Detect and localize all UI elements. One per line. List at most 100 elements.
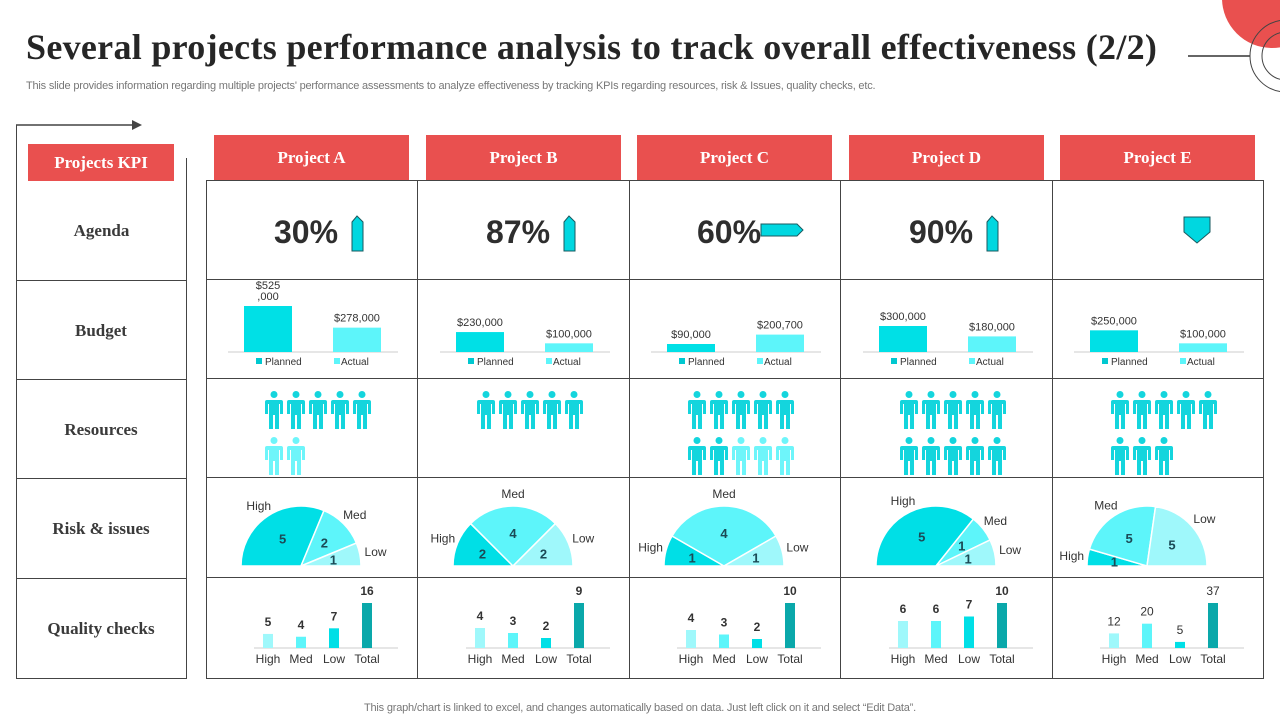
agenda-cell-graphic: 60% [697,214,804,250]
agenda-percentage: 90% [909,214,973,250]
resources-cell-graphic [1111,391,1217,475]
quality-cell: 5 High 4 Med 7 Low 16 Total [206,578,418,679]
person-icon [353,391,371,429]
quality-value-label: 5 [1177,623,1184,637]
quality-category-label: Low [535,652,557,666]
agenda-cell-graphic: 90% [909,214,999,252]
agenda-cell: 90% [841,180,1053,280]
person-icon [754,437,772,475]
risk-value-med: 5 [1126,531,1133,546]
person-icon [521,391,539,429]
kpi-row-quality-checks: Quality checks [16,578,187,679]
legend-actual: Actual [341,357,369,368]
quality-bar-high [686,630,696,648]
agenda-percentage: 87% [486,214,550,250]
risk-value-low: 1 [752,550,759,565]
budget-bar-actual [756,334,804,352]
up-arrow-icon [563,215,576,252]
person-icon [1199,391,1217,429]
quality-category-label: High [679,652,704,666]
quality-value-label: 20 [1140,605,1154,619]
risk-cell: 2 High 4 Med 2 Low [418,478,630,578]
person-icon [1177,391,1195,429]
legend-swatch-actual [334,358,340,364]
kpi-row-budget: Budget [16,280,187,380]
budget-cell-graphic: $525,000 $278,000 Planned Actual [228,280,398,368]
person-icon [688,437,706,475]
quality-bar-high [263,633,273,648]
person-icon [732,437,750,475]
person-icon [900,391,918,429]
resources-cell [418,379,630,478]
project-header-c: Project C [637,135,832,180]
risk-cell: 5 High 1 Med 1 Low [841,478,1053,578]
project-header-a: Project A [214,135,409,180]
budget-bar-actual [333,327,381,352]
quality-category-label: High [468,652,493,666]
budget-value-label: $90,000 [671,329,711,341]
person-icon [754,391,772,429]
budget-value-label: $278,000 [334,313,380,325]
quality-category-label: Med [501,652,524,666]
quality-cell: 4 High 3 Med 2 Low 9 Total [418,578,630,679]
risk-label-med: Med [1094,498,1117,512]
agenda-cell: 60% [629,180,841,280]
decorative-circles-icon [1188,0,1280,92]
up-arrow-icon [351,215,364,252]
person-icon [477,391,495,429]
quality-value-label: 3 [510,614,517,628]
kpi-row-agenda: Agenda [73,221,130,240]
person-icon [543,391,561,429]
risk-slice-med [469,505,557,568]
risk-label-med: Med [984,514,1007,528]
quality-value-label: 6 [900,602,907,616]
quality-value-label: 4 [688,611,695,625]
quality-category-label: Low [746,652,768,666]
risk-slice-low [1146,505,1208,567]
quality-bar-total [785,603,795,648]
risk-value-med: 4 [720,526,728,541]
budget-bar-planned [456,332,504,352]
legend-swatch-planned [891,358,897,364]
quality-value-label: 4 [477,609,484,623]
person-icon [966,437,984,475]
agenda-cell-graphic [1183,216,1211,244]
person-icon [1111,437,1129,475]
quality-category-label: High [891,652,916,666]
budget-bar-actual [1179,343,1227,352]
legend-actual: Actual [1187,357,1215,368]
footer-note: This graph/chart is linked to excel, and… [364,702,916,714]
person-icon [988,437,1006,475]
quality-value-label: 6 [933,602,940,616]
legend-actual: Actual [976,357,1004,368]
risk-value-high: 1 [1111,554,1118,569]
quality-cell-graphic: 12 High 20 Med 5 Low 37 Total [1100,584,1244,666]
risk-cell: 5 High 2 Med 1 Low [206,478,418,578]
risk-value-low: 1 [965,552,972,567]
risk-cell-graphic: 2 High 4 Med 2 Low [430,487,595,568]
kpi-row-risk-issues: Risk & issues [16,478,187,578]
resources-cell [1052,379,1264,478]
person-icon [1155,437,1173,475]
legend-swatch-planned [256,358,262,364]
project-header-d: Project D [849,135,1044,180]
risk-value-low: 5 [1168,537,1175,552]
legend-actual: Actual [553,357,581,368]
quality-cell: 4 High 3 Med 2 Low 10 Total [629,578,841,679]
budget-cell: $525,000 $278,000 Planned Actual [206,280,418,379]
budget-cell-graphic: $230,000 $100,000 Planned Actual [440,317,610,368]
risk-cell: 1 High 5 Med 5 Low [1052,478,1264,578]
quality-value-label: 10 [783,584,797,598]
agenda-cell-graphic: 30% [274,214,364,252]
quality-bar-low [964,616,974,648]
risk-value-low: 2 [540,546,547,561]
person-icon [309,391,327,429]
quality-cell-graphic: 6 High 6 Med 7 Low 10 Total [889,584,1033,666]
risk-label-med: Med [501,487,524,501]
person-icon [988,391,1006,429]
risk-value-high: 2 [479,546,486,561]
risk-slice-high [875,505,975,567]
legend-planned: Planned [477,357,514,368]
agenda-percentage: 60% [697,214,761,250]
quality-value-label: 16 [360,584,374,598]
